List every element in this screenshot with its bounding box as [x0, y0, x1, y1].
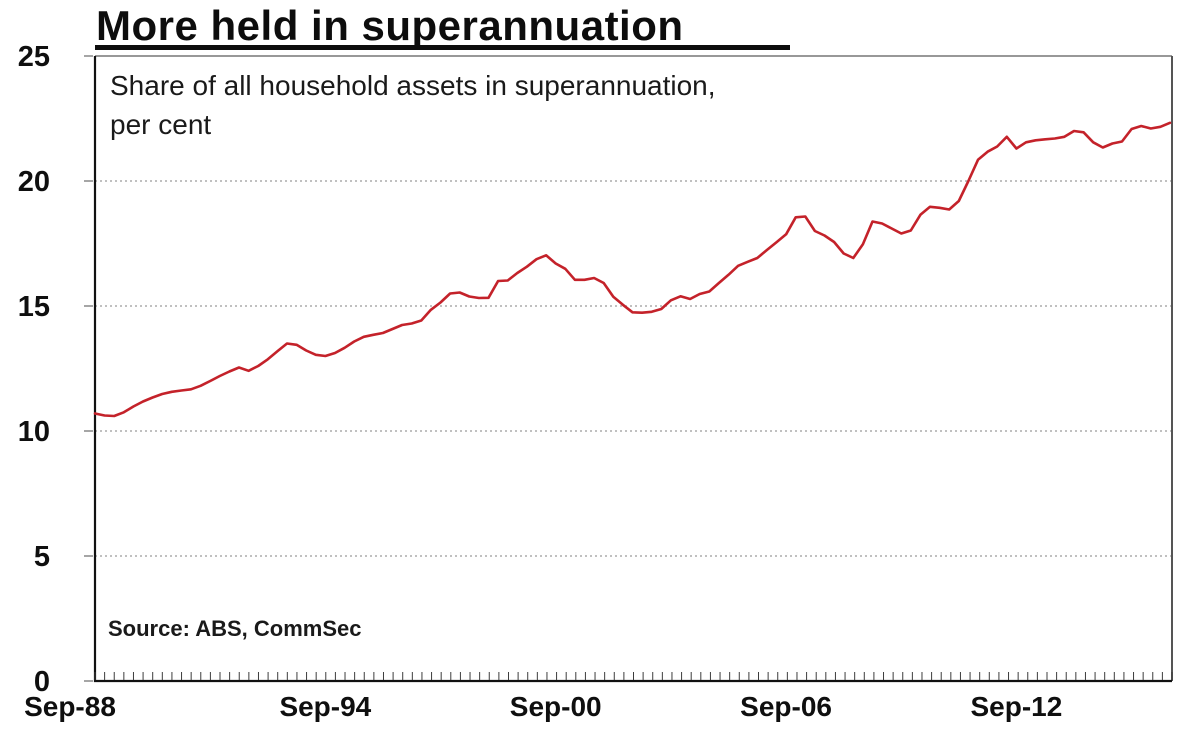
- x-tick-label: Sep-12: [971, 691, 1063, 722]
- source-note: Source: ABS, CommSec: [108, 616, 362, 641]
- y-tick-label: 20: [18, 166, 50, 198]
- chart-subtitle: Share of all household assets in superan…: [110, 66, 716, 144]
- x-tick-label: Sep-00: [510, 691, 602, 722]
- y-tick-label: 0: [34, 666, 50, 698]
- subtitle-line-2: per cent: [110, 109, 212, 141]
- x-tick-label: Sep-94: [279, 691, 371, 722]
- y-tick-label: 15: [18, 291, 50, 323]
- data-line-superannuation-share: [93, 121, 1172, 418]
- y-tick-label: 5: [34, 541, 50, 573]
- x-tick-label: Sep-06: [740, 691, 832, 722]
- x-tick-label: Sep-88: [24, 691, 116, 722]
- y-tick-label: 10: [18, 416, 50, 448]
- subtitle-line-1: Share of all household assets in superan…: [110, 70, 716, 101]
- chart-title: More held in superannuation: [96, 2, 684, 49]
- y-tick-label: 25: [18, 41, 50, 73]
- title-underline: [95, 45, 790, 50]
